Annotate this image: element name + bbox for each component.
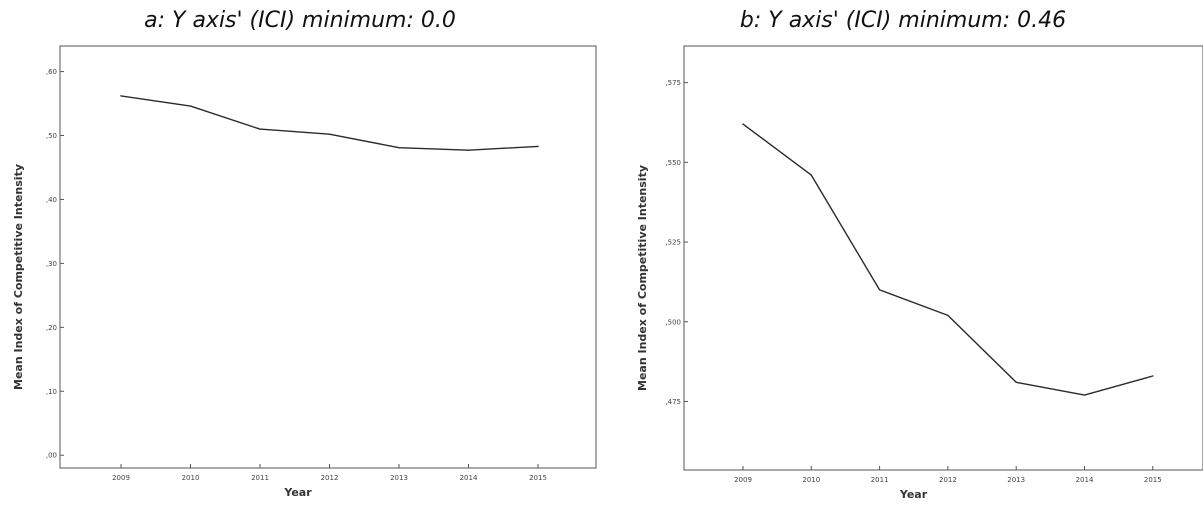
y-tick-label-a: ,30	[46, 260, 57, 268]
data-point-b	[1083, 394, 1086, 396]
data-point-a	[537, 145, 539, 147]
data-point-b	[810, 174, 812, 176]
data-point-b	[742, 123, 744, 125]
y-tick-label-a: ,60	[46, 68, 57, 76]
x-tick-label-b: 2009	[734, 476, 752, 484]
y-tick-label-a: ,40	[46, 196, 57, 204]
x-tick-label-a: 2015	[529, 474, 547, 482]
x-tick-label-b: 2013	[1007, 476, 1025, 484]
x-tick-label-b: 2012	[939, 476, 957, 484]
y-tick-label-b: ,550	[665, 159, 681, 167]
x-tick-label-a: 2012	[321, 474, 339, 482]
data-point-b	[879, 289, 881, 291]
y-tick-label-a: ,20	[46, 324, 57, 332]
chart-panel-a: a: Y axis' (ICI) minimum: 0.0 ,00 ,10 ,20,…	[0, 0, 600, 517]
y-tick-label-a: ,10	[46, 388, 57, 396]
x-tick-label-b: 2011	[871, 476, 889, 484]
x-tick-label-a: 2013	[390, 474, 408, 482]
data-point-a	[467, 149, 470, 151]
data-point-a	[259, 128, 261, 130]
chart-panel-b: b: Y axis' (ICI) minimum: 0.46 ,475 ,500,…	[603, 0, 1203, 517]
chart-title-a: a: Y axis' (ICI) minimum: 0.0	[144, 8, 456, 33]
data-point-a	[189, 105, 192, 107]
x-tick-label-a: 2011	[251, 474, 269, 482]
series-line-b	[742, 123, 1154, 396]
y-axis-title-a: Mean Index of Competitive Intensity	[12, 164, 25, 390]
data-point-b	[1152, 375, 1154, 377]
x-tick-label-b: 2015	[1144, 476, 1162, 484]
y-tick-label-a: ,50	[46, 132, 57, 140]
data-point-a	[398, 147, 400, 149]
data-point-b	[1015, 381, 1017, 383]
x-tick-label-a: 2009	[112, 474, 130, 482]
plot-frame-b	[683, 45, 1203, 471]
x-tick-label-a: 2014	[460, 474, 478, 482]
y-axis-title-b: Mean Index of Competitive Intensity	[636, 165, 649, 391]
y-tick-label-a: ,00	[46, 452, 57, 460]
x-tick-label-b: 2010	[802, 476, 820, 484]
line-chart-a: ,00 ,10 ,20 ,30 ,40 ,50 ,60 2009 2010 2011 2012 201…	[12, 45, 597, 499]
x-tick-label-a: 2010	[182, 474, 200, 482]
x-axis-title-a: Year	[283, 486, 312, 499]
y-tick-label-b: ,575	[665, 79, 681, 87]
y-tick-label-b: ,525	[665, 239, 681, 247]
y-tick-label-b: ,500	[665, 318, 681, 326]
data-point-b	[947, 314, 949, 316]
x-axis-title-b: Year	[899, 488, 928, 501]
data-point-a	[328, 133, 331, 135]
chart-title-b: b: Y axis' (ICI) minimum: 0.46	[739, 8, 1067, 33]
series-line-a	[120, 95, 539, 151]
data-point-a	[120, 95, 122, 97]
line-chart-b: ,475 ,500 ,525 ,550 ,575 2009 2010 2011 2012 2013…	[636, 45, 1203, 501]
plot-frame-a	[59, 45, 597, 469]
y-tick-label-b: ,475	[665, 398, 681, 406]
x-tick-label-b: 2014	[1076, 476, 1094, 484]
